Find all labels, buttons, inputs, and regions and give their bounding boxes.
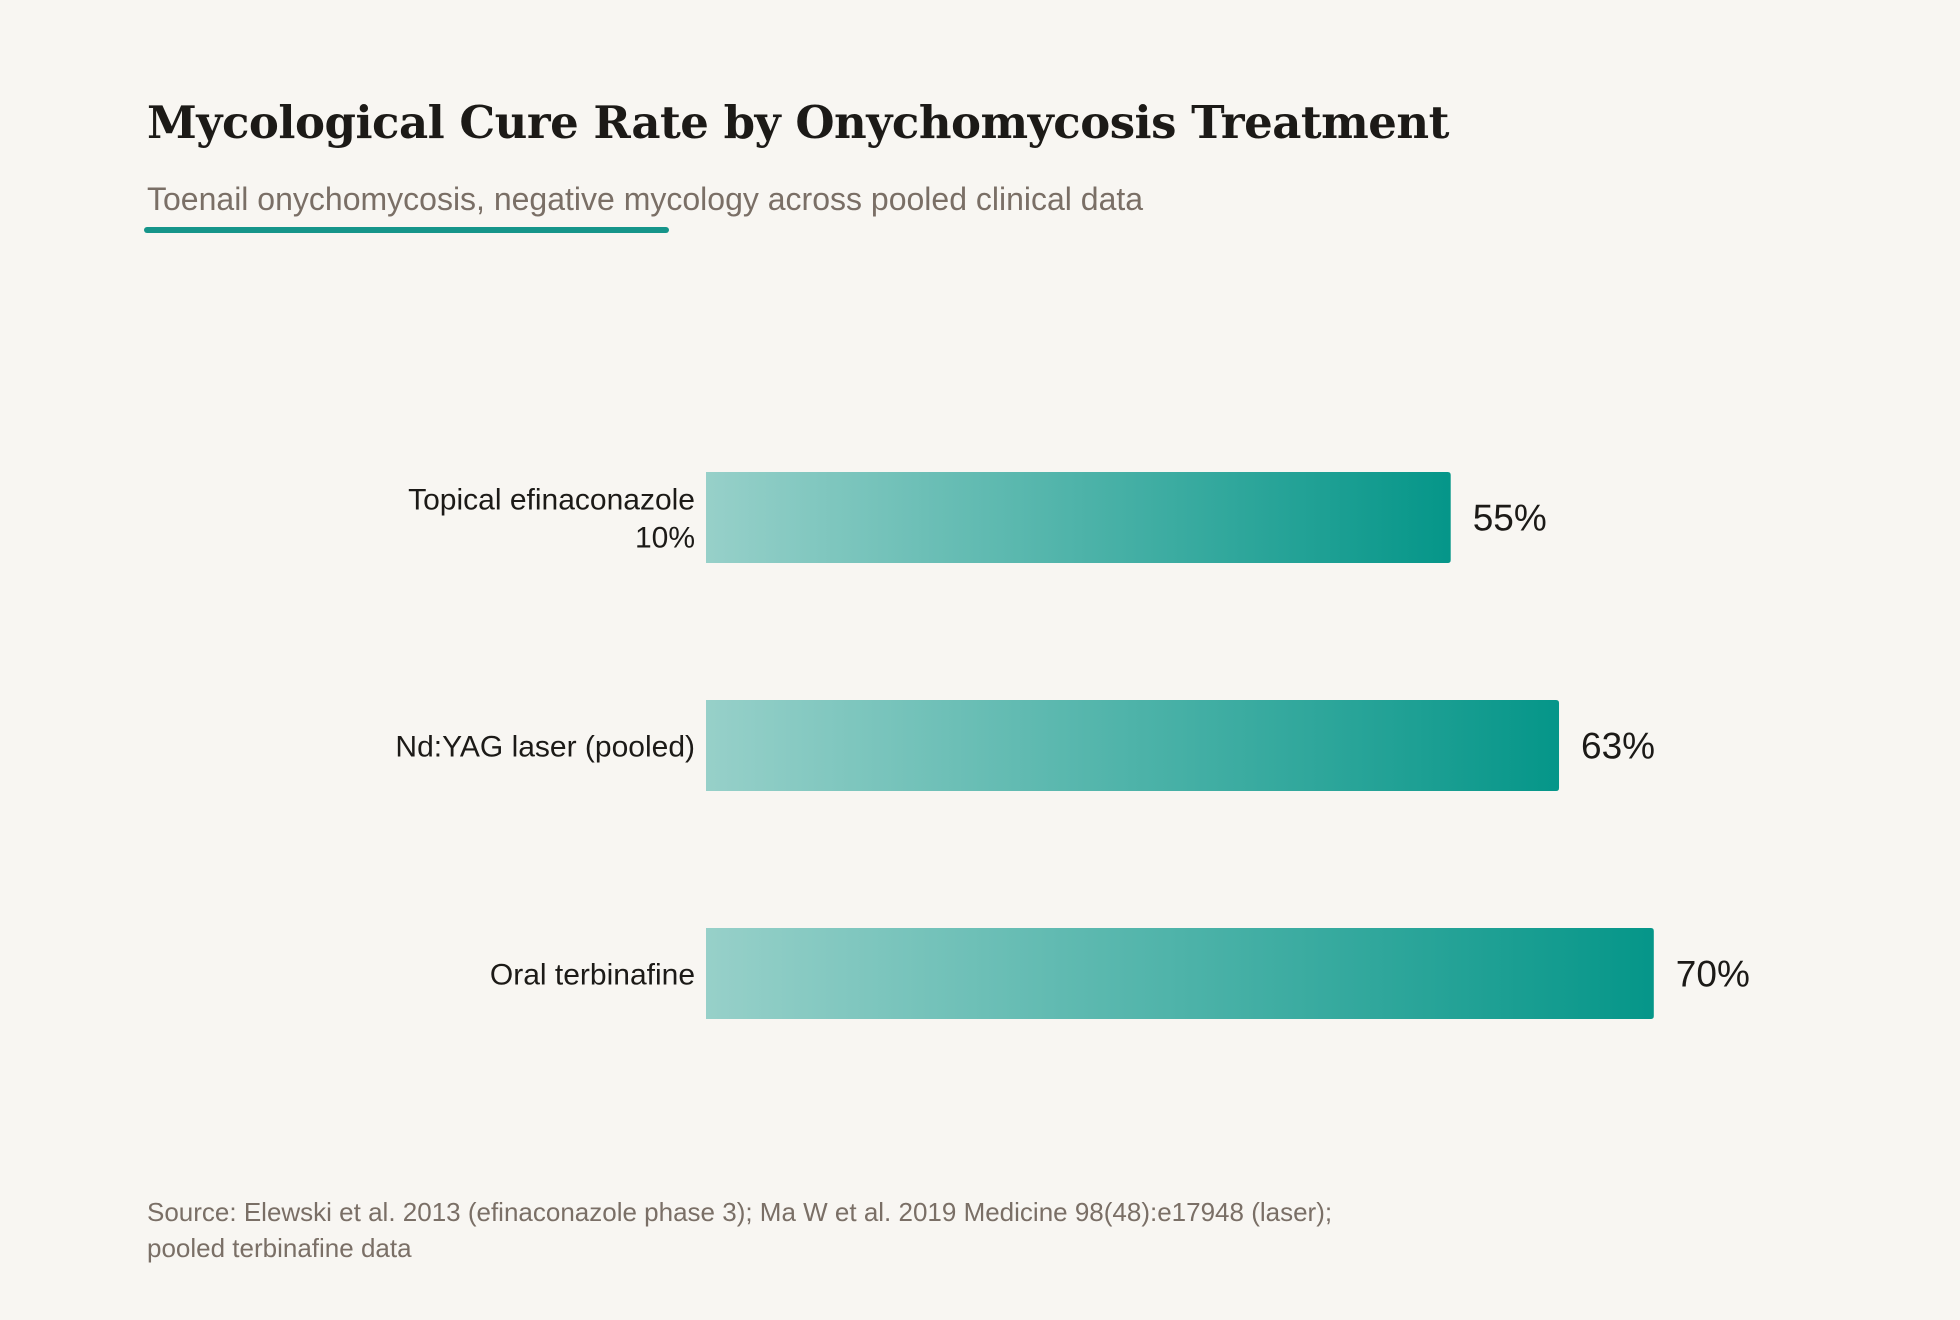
category-label-1: Nd:YAG laser (pooled) [395,731,695,764]
value-label-1: 63% [1581,726,1655,767]
source-note: Source: Elewski et al. 2013 (efinaconazo… [147,1197,1333,1263]
bar-0 [706,472,1451,563]
chart-title: Mycological Cure Rate by Onychomycosis T… [147,96,1449,149]
bar-1 [706,700,1560,791]
category-label-2: Oral terbinafine [490,959,695,992]
bar-2 [706,928,1654,1019]
value-label-2: 70% [1676,954,1750,995]
category-label-0-line-0: Topical efinaconazole [408,484,695,517]
value-label-0: 55% [1473,498,1547,539]
accent-underline [144,227,669,233]
category-label-0-line-1: 10% [635,522,695,555]
chart-subtitle: Toenail onychomycosis, negative mycology… [147,181,1144,217]
